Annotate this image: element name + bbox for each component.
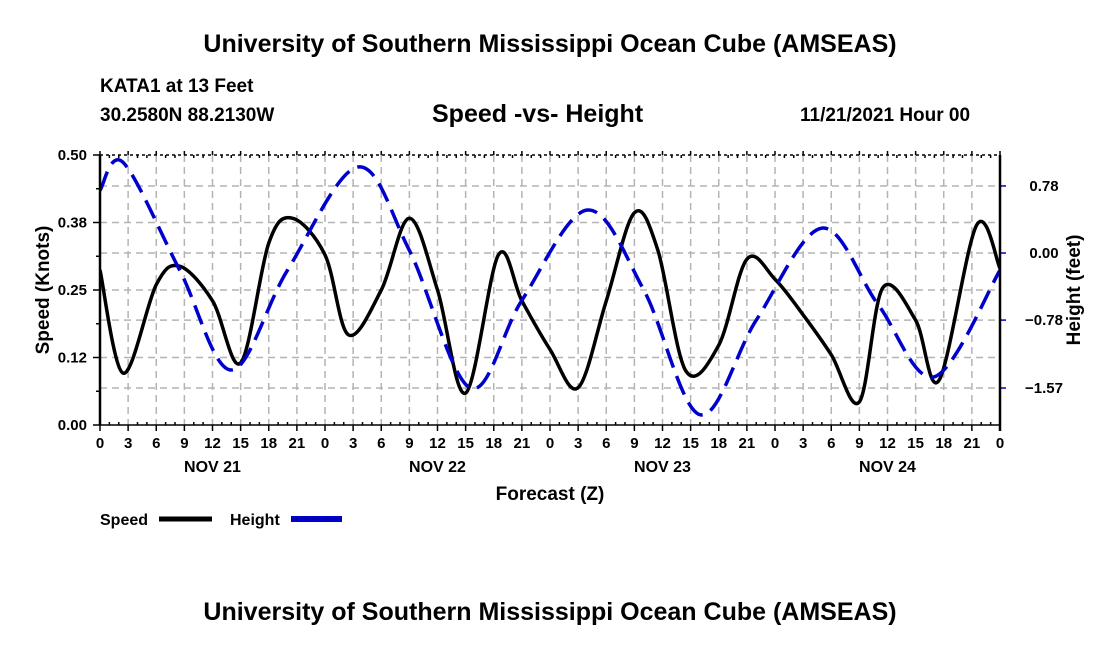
x-tick-label: 18: [485, 435, 502, 452]
tick-labels: 0 3 6 9 12 15 18 21 0 3 6 9 12 15 18 21 0 3 6 9 12 15 18 21 0 3 6 9…: [58, 147, 1063, 476]
x-tick-label: 9: [180, 435, 188, 452]
x-tick-label: 18: [710, 435, 727, 452]
main-title: University of Southern Mississippi Ocean…: [203, 30, 897, 58]
x-tick-label: 21: [289, 435, 306, 452]
x-tick-label: 3: [349, 435, 357, 452]
legend-swatch-height: [291, 516, 342, 522]
chart-subtitle: Speed -vs- Height: [432, 100, 644, 128]
x-tick-label: 0: [96, 435, 104, 452]
x-tick-label: 3: [799, 435, 807, 452]
x-tick-label: 18: [260, 435, 277, 452]
x-tick-label: 0: [321, 435, 329, 452]
x-tick-label: 12: [204, 435, 221, 452]
x-tick-label: 21: [964, 435, 981, 452]
x-tick-label: 15: [682, 435, 699, 452]
axes: [93, 151, 1006, 431]
x-tick-label: 12: [879, 435, 896, 452]
y-tick-label: 0.38: [58, 215, 87, 232]
y-tick-label: 0.25: [58, 282, 87, 299]
x-tick-label: 18: [935, 435, 952, 452]
x-tick-label: 21: [514, 435, 531, 452]
x-day-label: NOV 22: [409, 459, 466, 476]
x-tick-label: 9: [855, 435, 863, 452]
x-tick-label: 0: [546, 435, 554, 452]
y-axis-label: Speed (Knots): [33, 226, 54, 355]
x-tick-label: 6: [377, 435, 385, 452]
x-day-label: NOV 23: [634, 459, 691, 476]
y-tick-label: 0.50: [58, 147, 87, 164]
series-layer: [100, 158, 1000, 417]
x-tick-label: 6: [827, 435, 835, 452]
legend-label-speed: Speed: [100, 512, 148, 529]
x-day-label: NOV 24: [859, 459, 916, 476]
series-line-speed: [100, 209, 1000, 406]
y2-axis-label: Height (feet): [1064, 235, 1085, 346]
x-tick-label: 15: [232, 435, 249, 452]
y2-tick-label: 0.00: [1029, 245, 1058, 262]
x-tick-label: 6: [152, 435, 160, 452]
y2-tick-label: −0.78: [1025, 312, 1063, 329]
footer-title: University of Southern Mississippi Ocean…: [203, 598, 897, 626]
forecast-datetime: 11/21/2021 Hour 00: [800, 105, 971, 126]
x-tick-label: 0: [996, 435, 1004, 452]
x-tick-label: 3: [124, 435, 132, 452]
legend-label-height: Height: [230, 512, 280, 529]
y-tick-label: 0.12: [58, 350, 87, 367]
x-tick-label: 9: [405, 435, 413, 452]
series-line-height: [100, 158, 1000, 417]
x-day-label: NOV 21: [184, 459, 241, 476]
x-tick-label: 15: [457, 435, 474, 452]
x-axis-label: Forecast (Z): [496, 484, 605, 505]
x-tick-label: 15: [907, 435, 924, 452]
x-tick-label: 12: [654, 435, 671, 452]
x-tick-label: 3: [574, 435, 582, 452]
y-tick-label: 0.00: [58, 417, 87, 434]
x-tick-label: 9: [630, 435, 638, 452]
x-tick-label: 12: [429, 435, 446, 452]
y2-tick-label: 0.78: [1029, 178, 1058, 195]
y2-tick-label: −1.57: [1025, 380, 1063, 397]
x-tick-label: 21: [739, 435, 756, 452]
station-label: KATA1 at 13 Feet: [100, 76, 254, 97]
x-tick-label: 0: [771, 435, 779, 452]
coordinates-label: 30.2580N 88.2130W: [100, 105, 275, 126]
legend: Speed Height: [100, 512, 342, 529]
x-tick-label: 6: [602, 435, 610, 452]
